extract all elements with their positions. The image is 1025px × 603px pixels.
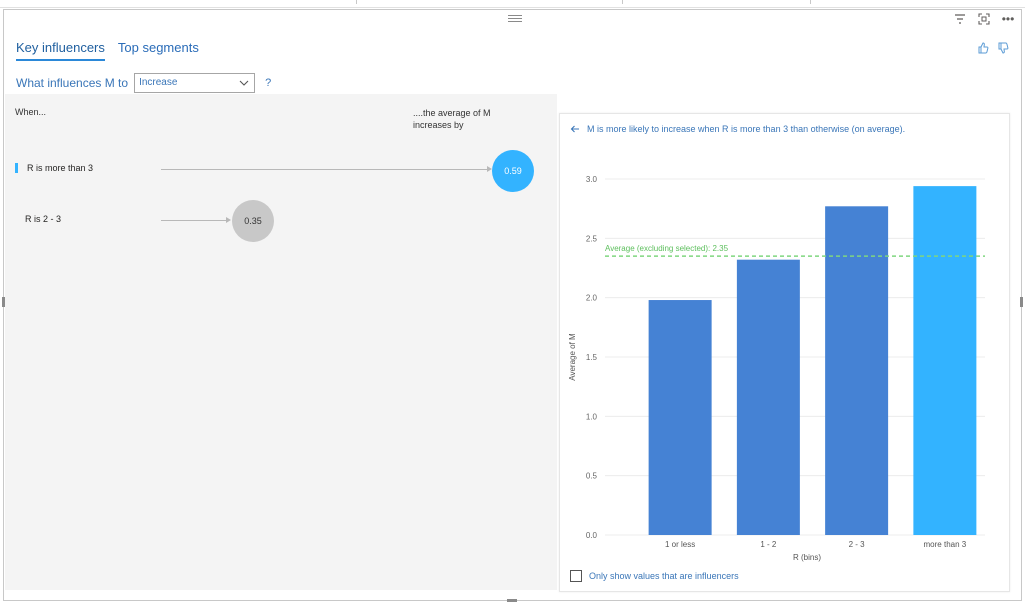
resize-handle-right[interactable] [1020, 297, 1023, 307]
connector-line [161, 169, 488, 170]
y-tick-label: 2.0 [586, 294, 598, 303]
tab-key-influencers[interactable]: Key influencers [16, 40, 105, 61]
thumbs-up-icon[interactable] [977, 42, 989, 54]
strip-tick [622, 0, 623, 4]
bar-1-or-less [648, 300, 712, 535]
visual-header: ••• [953, 12, 1015, 26]
detail-bar-chart: 0.0 0.5 1.0 1.5 2.0 2.5 3.0 1 or less 1 - 2 2 - 3… [568, 175, 985, 562]
column-header-average: ....the average of M increases by [413, 108, 491, 130]
y-tick-label: 0.0 [586, 531, 598, 540]
y-tick-label: 1.5 [586, 353, 598, 362]
y-tick-label: 0.5 [586, 472, 598, 481]
tab-bar: Key influencers Top segments [16, 40, 199, 61]
connector-arrow-icon [487, 166, 492, 172]
question-label: What influences M to [16, 76, 129, 90]
connector-line [161, 220, 227, 221]
strip-tick [810, 0, 811, 4]
chevron-down-icon [239, 80, 249, 86]
top-strip [0, 0, 1025, 8]
influencer-row-label[interactable]: R is 2 - 3 [25, 214, 62, 224]
influencer-row-label-selected[interactable]: R is more than 3 [15, 163, 93, 173]
x-tick-label: more than 3 [924, 540, 967, 549]
thumbs-down-icon[interactable] [997, 42, 1009, 54]
detail-title-text: M is more likely to increase when R is m… [587, 124, 906, 134]
outcome-dropdown[interactable]: Increase [134, 73, 256, 93]
column-header-when: When... [15, 107, 47, 117]
resize-handle-left[interactable] [2, 297, 5, 307]
x-tick-label: 2 - 3 [849, 540, 866, 549]
bar-more-than-3 [913, 186, 977, 535]
influence-bubble-selected[interactable]: 0.59 [492, 150, 534, 192]
bar-1---2 [736, 259, 800, 535]
tab-top-segments[interactable]: Top segments [117, 40, 199, 55]
focus-mode-icon[interactable] [977, 12, 991, 26]
influencer-detail-panel: M is more likely to increase when R is m… [559, 113, 1010, 592]
strip-tick [356, 0, 357, 4]
x-axis-title: R (bins) [793, 553, 821, 562]
influence-bubble[interactable]: 0.35 [232, 200, 274, 242]
more-options-icon[interactable]: ••• [1001, 12, 1015, 26]
y-tick-label: 2.5 [586, 234, 598, 243]
detail-title: M is more likely to increase when R is m… [570, 124, 905, 134]
connector-arrow-icon [226, 217, 231, 223]
help-icon[interactable]: ? [265, 77, 272, 89]
back-arrow-icon[interactable] [570, 124, 580, 134]
drag-handle-icon[interactable] [508, 15, 522, 23]
average-line-label: Average (excluding selected): 2.35 [605, 244, 729, 253]
influencers-only-checkbox[interactable] [570, 570, 582, 582]
resize-handle-bottom[interactable] [507, 599, 517, 602]
influencers-list-panel: When... ....the average of M increases b… [5, 94, 557, 590]
y-tick-label: 3.0 [586, 175, 598, 184]
x-tick-label: 1 or less [665, 540, 695, 549]
y-tick-label: 1.0 [586, 412, 598, 421]
checkbox-label: Only show values that are influencers [589, 571, 739, 581]
feedback-buttons [977, 42, 1009, 54]
detail-footer: Only show values that are influencers [570, 570, 739, 582]
y-axis-title: Average of M [568, 333, 577, 381]
influence-question: What influences M to Increase ? [16, 73, 271, 93]
dropdown-value: Increase [139, 77, 178, 88]
bar-2---3 [825, 206, 889, 535]
x-tick-label: 1 - 2 [760, 540, 777, 549]
filter-icon[interactable] [953, 12, 967, 26]
